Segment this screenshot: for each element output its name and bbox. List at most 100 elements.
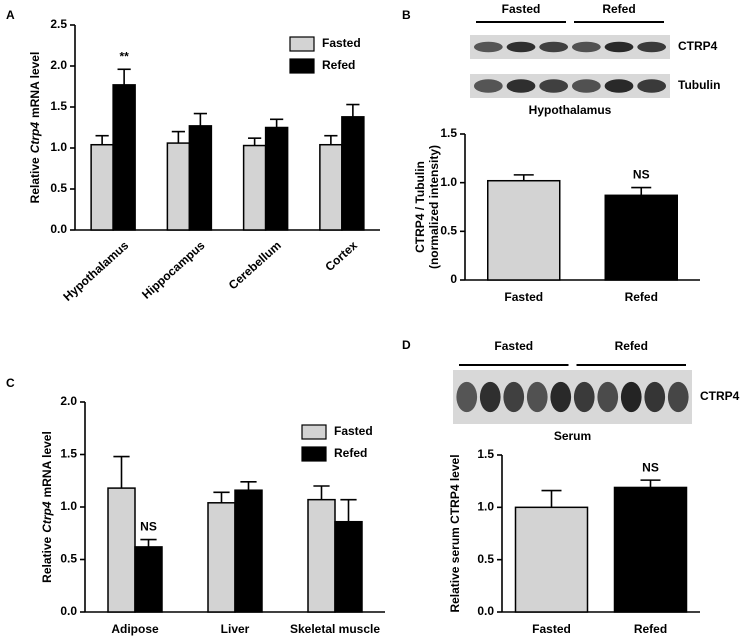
bar	[334, 520, 363, 613]
blot-band	[506, 41, 536, 53]
y-tick-label: 1.5	[440, 126, 457, 140]
bar	[613, 486, 688, 613]
x-tick-label: Fasted	[532, 622, 571, 636]
blot-band	[456, 381, 478, 413]
panel-letter: A	[6, 8, 15, 22]
bar	[514, 506, 589, 613]
x-tick-label: Hypothalamus	[60, 238, 131, 304]
x-tick-label: Skeletal muscle	[290, 622, 380, 636]
blot-band	[550, 381, 572, 413]
y-tick-label: 0.5	[440, 224, 457, 238]
y-tick-label: 1.0	[50, 140, 67, 154]
y-tick-label: 2.5	[50, 17, 67, 31]
bar	[487, 179, 561, 281]
annotation: **	[119, 49, 129, 63]
blot-band	[604, 41, 634, 53]
legend-swatch	[289, 36, 315, 52]
blot-band	[620, 381, 642, 413]
blot-band	[604, 79, 634, 93]
blot-band	[644, 381, 666, 413]
blot-tissue-label: Hypothalamus	[529, 103, 612, 117]
blot-band-label: CTRP4	[700, 389, 740, 403]
y-axis-label-part: mRNA level	[40, 431, 54, 497]
blot-band	[479, 381, 501, 413]
bar	[134, 546, 163, 613]
y-axis-label-part: Ctrp4	[28, 122, 42, 154]
y-axis-label: Relative Ctrp4 mRNA level	[28, 52, 42, 204]
blot-band	[597, 381, 619, 413]
x-tick-label: Hippocampus	[139, 238, 208, 302]
panel-letter: D	[402, 338, 411, 352]
blot-band-label: Tubulin	[678, 78, 720, 92]
y-axis-label-part: mRNA level	[28, 52, 42, 118]
y-tick-label: 1.5	[50, 99, 67, 113]
blot-tissue-label: Serum	[554, 429, 591, 443]
x-tick-label: Refed	[634, 622, 667, 636]
blot-band	[573, 381, 595, 413]
y-axis-label: Relative serum CTRP4 level	[448, 454, 462, 612]
bar	[307, 498, 336, 613]
y-axis-label-part: CTRP4 / Tubulin	[413, 161, 427, 253]
y-axis-label-part: Relative serum CTRP4 level	[448, 454, 462, 612]
x-tick-label: Cerebellum	[226, 238, 284, 292]
bar	[234, 489, 263, 613]
legend-label: Fasted	[334, 424, 373, 438]
blot-band	[571, 79, 601, 93]
blot-band	[503, 381, 525, 413]
x-tick-label: Liver	[221, 622, 250, 636]
blot-band	[506, 79, 536, 93]
blot-group-label: Fasted	[502, 2, 541, 16]
bar	[604, 194, 678, 281]
bar	[207, 502, 236, 613]
bar	[188, 125, 213, 231]
bar	[264, 126, 289, 231]
y-axis-label: (normalized intensity)	[427, 145, 441, 269]
annotation: NS	[140, 520, 157, 534]
y-tick-label: 0.0	[477, 604, 494, 618]
y-tick-label: 0.5	[50, 181, 67, 195]
y-tick-label: 1.0	[440, 175, 457, 189]
legend-swatch	[301, 424, 327, 440]
y-tick-label: 0.0	[50, 222, 67, 236]
y-tick-label: 0.5	[477, 552, 494, 566]
blot-band-label: CTRP4	[678, 39, 718, 53]
legend-label: Fasted	[322, 36, 361, 50]
x-tick-label: Refed	[625, 290, 658, 304]
blot-band	[473, 41, 503, 53]
y-tick-label: 0.5	[60, 552, 77, 566]
blot-membrane	[470, 35, 670, 59]
bar	[341, 116, 365, 231]
panel-letter: C	[6, 376, 15, 390]
bar	[242, 144, 267, 231]
annotation: NS	[633, 168, 650, 182]
x-tick-label: Adipose	[111, 622, 159, 636]
blot-group-label: Fasted	[494, 339, 533, 353]
blot-band	[637, 79, 667, 93]
blot-band	[526, 381, 548, 413]
y-axis-label-part: Ctrp4	[40, 501, 54, 533]
x-tick-label: Fasted	[504, 290, 543, 304]
legend-label: Refed	[334, 446, 367, 460]
y-axis-label: CTRP4 / Tubulin	[413, 161, 427, 253]
legend-swatch	[289, 58, 315, 74]
blot-band	[571, 41, 601, 53]
panel-letter: B	[402, 8, 411, 22]
y-axis-label-part: (normalized intensity)	[427, 145, 441, 269]
y-tick-label: 2.0	[60, 394, 77, 408]
blot-band	[473, 79, 503, 93]
bar	[166, 142, 191, 231]
y-axis-label-part: Relative	[28, 157, 42, 203]
annotation: NS	[642, 460, 659, 474]
y-tick-label: 1.5	[60, 447, 77, 461]
y-tick-label: 2.0	[50, 58, 67, 72]
y-tick-label: 1.0	[477, 500, 494, 514]
y-tick-label: 1.0	[60, 499, 77, 513]
blot-band	[539, 79, 569, 93]
y-tick-label: 0	[450, 272, 457, 286]
blot-group-label: Refed	[602, 2, 635, 16]
x-tick-label: Cortex	[322, 238, 360, 274]
bar	[107, 487, 136, 613]
y-axis-label-part: Relative	[40, 536, 54, 582]
blot-group-label: Refed	[615, 339, 648, 353]
